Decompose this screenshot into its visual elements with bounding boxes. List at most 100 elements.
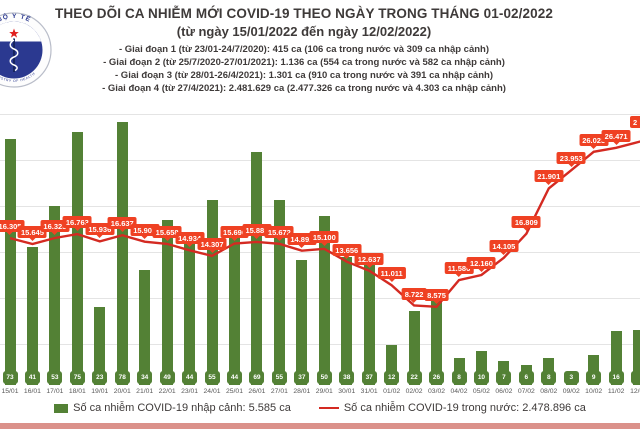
- bar-value-label: 7: [496, 371, 512, 384]
- bar-value-label: 9: [586, 371, 602, 384]
- phase-2-summary: - Giai đoạn 2 (từ 25/7/2020-27/01/2021):…: [103, 57, 505, 68]
- line-data-label: 14.892: [287, 232, 317, 248]
- legend-imported: Số ca nhiễm COVID-19 nhập cảnh: 5.585 ca: [54, 402, 291, 414]
- x-axis-date-label: 17/01: [46, 388, 64, 395]
- line-data-label: 8.575: [424, 288, 449, 304]
- bar-value-label: 78: [114, 371, 130, 384]
- gridline: [0, 206, 640, 207]
- line-data-label: 16.325: [40, 219, 70, 235]
- x-axis-date-label: 18/01: [68, 388, 86, 395]
- line-data-label: 16.763: [62, 216, 92, 232]
- gridline: [0, 160, 640, 161]
- x-axis-date-label: 10/02: [585, 388, 603, 395]
- phase-1-summary: - Giai đoạn 1 (từ 23/01-24/7/2020): 415 …: [118, 44, 490, 55]
- line-data-label: 21.901: [534, 170, 564, 186]
- bar-value-label: 38: [339, 371, 355, 384]
- green-bar-swatch-icon: [54, 403, 69, 413]
- x-axis-date-label: 03/02: [428, 388, 446, 395]
- x-axis-date-label: 07/02: [517, 388, 535, 395]
- bar-value-label: 34: [137, 371, 153, 384]
- x-axis-date-label: 04/02: [450, 388, 468, 395]
- imported-cases-bar: [71, 132, 83, 385]
- line-data-label: 16.809: [511, 215, 541, 231]
- line-data-label: 14.105: [489, 239, 519, 255]
- imported-cases-bar: [206, 199, 218, 385]
- legend-domestic-label: Số ca nhiễm COVID-19 trong nước: 2.478.8…: [343, 402, 586, 414]
- bar-value-label: 12: [384, 371, 400, 384]
- phase-3-summary: - Giai đoạn 3 (từ 28/01-26/4/2021): 1.30…: [115, 70, 493, 81]
- rod-of-asclepius-icon: [9, 39, 19, 72]
- chart-legend: Số ca nhiễm COVID-19 nhập cảnh: 5.585 ca…: [0, 402, 640, 414]
- bar-value-label: 10: [473, 371, 489, 384]
- line-data-label: 15.936: [85, 223, 115, 239]
- imported-cases-bar: [251, 152, 263, 385]
- line-data-label-clipped: 2: [630, 116, 640, 128]
- line-data-label: 13.656: [332, 243, 362, 259]
- bar-value-label: 73: [2, 371, 18, 384]
- imported-cases-bar-clipped: [633, 330, 640, 385]
- bar-value-label: 55: [271, 371, 287, 384]
- bar-value-label: 6: [518, 371, 534, 384]
- bar-value-label: 8: [451, 371, 467, 384]
- line-data-label: 15.658: [152, 225, 182, 241]
- line-data-label: 8.722: [401, 287, 427, 303]
- legend-domestic: Số ca nhiễm COVID-19 trong nước: 2.478.8…: [318, 402, 586, 414]
- imported-cases-bar: [161, 219, 173, 385]
- bar-value-label: 16: [608, 371, 624, 384]
- line-data-label: 15.645: [17, 225, 47, 241]
- bar-value-label: 37: [361, 371, 377, 384]
- imported-cases-bar: [4, 138, 16, 385]
- line-data-label: 15.696: [220, 225, 249, 241]
- imported-cases-bar: [94, 307, 106, 385]
- imported-cases-bar: [386, 344, 398, 385]
- page-title: THEO DÕI CA NHIỄM MỚI COVID-19 THEO NGÀY…: [55, 6, 553, 21]
- x-axis-date-label: 05/02: [472, 388, 490, 395]
- imported-cases-bar: [296, 260, 308, 385]
- line-data-label: 26.023: [579, 133, 609, 149]
- imported-cases-bar: [363, 260, 375, 385]
- imported-cases-bar: [341, 256, 353, 385]
- phase-summary-list: - Giai đoạn 1 (từ 23/01-24/7/2020): 415 …: [48, 43, 560, 95]
- x-axis-date-label: 06/02: [495, 388, 513, 395]
- x-axis-date-label: 01/02: [383, 388, 401, 395]
- x-axis-date-label: 20/01: [113, 388, 131, 395]
- x-axis-date-label: 08/02: [540, 388, 558, 395]
- bar-value-label-clipped: [631, 371, 640, 384]
- red-star-icon: [9, 28, 19, 38]
- x-axis-date-label: 21/01: [136, 388, 154, 395]
- bar-value-label: 41: [24, 371, 40, 384]
- x-axis-date-label: 31/01: [360, 388, 378, 395]
- line-data-label: 12.637: [354, 252, 384, 268]
- bar-value-label: 22: [406, 371, 422, 384]
- imported-cases-bar: [26, 246, 38, 385]
- line-data-label: 26.471: [601, 129, 631, 145]
- page-subtitle: (từ ngày 15/01/2022 đến ngày 12/02/2022): [176, 24, 432, 39]
- x-axis-date-label: 25/01: [225, 388, 243, 395]
- bar-value-label: 26: [429, 371, 445, 384]
- x-axis-date-label: 02/02: [405, 388, 423, 395]
- imported-cases-bar: [588, 354, 600, 385]
- bar-value-label: 8: [541, 371, 557, 384]
- x-axis-date-label: 19/01: [91, 388, 109, 395]
- imported-cases-bar: [139, 270, 151, 385]
- x-axis-date-label: 29/01: [315, 388, 333, 395]
- imported-cases-bar: [229, 236, 240, 385]
- x-axis-date-label: 22/01: [158, 388, 176, 395]
- gridline: [0, 114, 640, 115]
- line-data-label: 14.307: [197, 237, 227, 253]
- line-data-label: 16.637: [107, 217, 137, 233]
- bar-value-label: 50: [316, 371, 332, 384]
- x-axis-date-label: 30/01: [338, 388, 356, 395]
- bar-value-label: 23: [92, 371, 108, 384]
- x-axis-date-label: 28/01: [293, 388, 311, 395]
- imported-cases-bar: [610, 331, 622, 385]
- imported-cases-bar: [408, 310, 420, 385]
- ministry-of-health-logo: BỘ Y TẾ MINISTRY OF HEALTH: [0, 11, 52, 88]
- x-axis-date-label: 26/01: [248, 388, 266, 395]
- x-axis-date-label-clipped: 12/02: [630, 388, 640, 395]
- line-data-label: 23.953: [556, 152, 586, 168]
- x-axis-date-label: 15/01: [1, 388, 19, 395]
- line-data-label: 15.672: [264, 225, 294, 241]
